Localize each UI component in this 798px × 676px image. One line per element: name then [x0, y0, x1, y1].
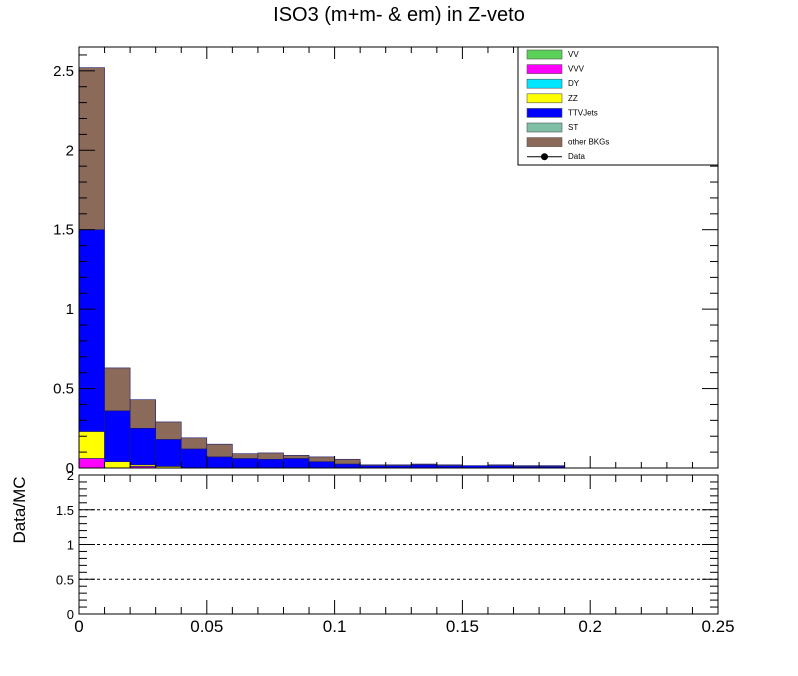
- bar-ttvjets-2: [129, 427, 156, 466]
- bar-vvv-0: [78, 458, 105, 469]
- legend-marker-data: [541, 153, 548, 161]
- x-tick-label: 0.2: [578, 617, 602, 636]
- legend-label-zz: ZZ: [568, 94, 578, 103]
- main-frame: [78, 46, 719, 469]
- y-tick-label: 0.5: [53, 381, 74, 398]
- bar-other-bkgs-0: [78, 67, 105, 230]
- bar-other-bkgs-6: [232, 453, 259, 459]
- x-tick-label: 0.1: [323, 617, 347, 636]
- legend-swatch-zz: [526, 93, 563, 104]
- bar-ttvjets-6: [232, 458, 259, 469]
- bar-other-bkgs-5: [206, 443, 233, 458]
- bar-other-bkgs-12: [385, 464, 412, 466]
- legend-label-vvv: VVV: [568, 65, 585, 74]
- bar-other-bkgs-10: [334, 458, 361, 465]
- x-tick-label: 0.15: [446, 617, 479, 636]
- bar-ttvjets-1: [104, 410, 131, 462]
- bar-other-bkgs-18: [538, 465, 565, 467]
- stacked-bars: [78, 67, 565, 469]
- ratio-y-tick-label: 0.5: [56, 572, 74, 587]
- y-tick-label: 1: [66, 301, 74, 318]
- axis-ticks: 00.511.522.500.511.520 0.05 0.1 0.15 0.2 0.25: [53, 47, 735, 636]
- ratio-y-axis-label: Data/MC: [10, 476, 29, 544]
- legend-swatch-dy: [526, 78, 563, 89]
- bar-ttvjets-0: [78, 229, 105, 432]
- bar-other-bkgs-7: [257, 452, 284, 460]
- bar-other-bkgs-4: [180, 437, 208, 450]
- bar-other-bkgs-2: [129, 399, 156, 429]
- bar-other-bkgs-16: [487, 464, 514, 466]
- x-tick-label: 0.25: [701, 617, 734, 636]
- ratio-y-tick-label: 1: [67, 538, 74, 553]
- bar-ttvjets-4: [180, 448, 208, 469]
- legend-label-other-bkgs: other BKGs: [568, 138, 609, 147]
- ratio-y-tick-label: 2: [67, 468, 74, 483]
- legend-swatch-ttvjets: [526, 108, 563, 118]
- chart-title: ISO3 (m+m- & em) in Z-veto: [273, 4, 525, 26]
- ratio-y-tick-label: 1.5: [56, 503, 74, 518]
- legend-swatch-vv: [526, 49, 563, 60]
- y-tick-label: 2.5: [53, 63, 74, 80]
- y-tick-label: 2: [66, 142, 74, 159]
- legend-label-data: Data: [568, 152, 585, 161]
- y-tick-label: 1.5: [53, 222, 74, 239]
- bar-ttvjets-9: [308, 461, 335, 469]
- bar-other-bkgs-8: [283, 454, 310, 459]
- bar-other-bkgs-3: [155, 421, 182, 440]
- legend-label-dy: DY: [568, 79, 580, 88]
- bar-ttvjets-3: [155, 439, 182, 467]
- legend-swatch-other-bkgs: [526, 137, 563, 147]
- legend-swatch-vvv: [526, 64, 563, 74]
- x-tick-label: 0.05: [190, 617, 223, 636]
- bar-other-bkgs-13: [410, 463, 438, 466]
- legend-swatch-st: [526, 122, 563, 133]
- bar-ttvjets-8: [283, 458, 310, 469]
- legend-label-st: ST: [568, 123, 578, 132]
- legend-label-vv: VV: [568, 50, 579, 59]
- bar-ttvjets-5: [206, 456, 233, 469]
- legend-label-ttvjets: TTVJets: [568, 108, 598, 117]
- ratio-reference-lines: [79, 509, 718, 580]
- bar-other-bkgs-17: [513, 465, 540, 467]
- bar-ttvjets-10: [334, 463, 361, 469]
- bar-ttvjets-7: [257, 458, 284, 469]
- bar-other-bkgs-14: [436, 464, 463, 466]
- ratio-y-tick-label: 0: [67, 607, 74, 622]
- bar-zz-0: [78, 431, 105, 459]
- y-tick-label: 0: [66, 460, 74, 477]
- bar-other-bkgs-9: [308, 456, 335, 462]
- bar-other-bkgs-11: [359, 464, 387, 466]
- x-tick-label: 0: [74, 617, 83, 636]
- bar-zz-1: [104, 461, 131, 469]
- bar-other-bkgs-1: [104, 367, 131, 412]
